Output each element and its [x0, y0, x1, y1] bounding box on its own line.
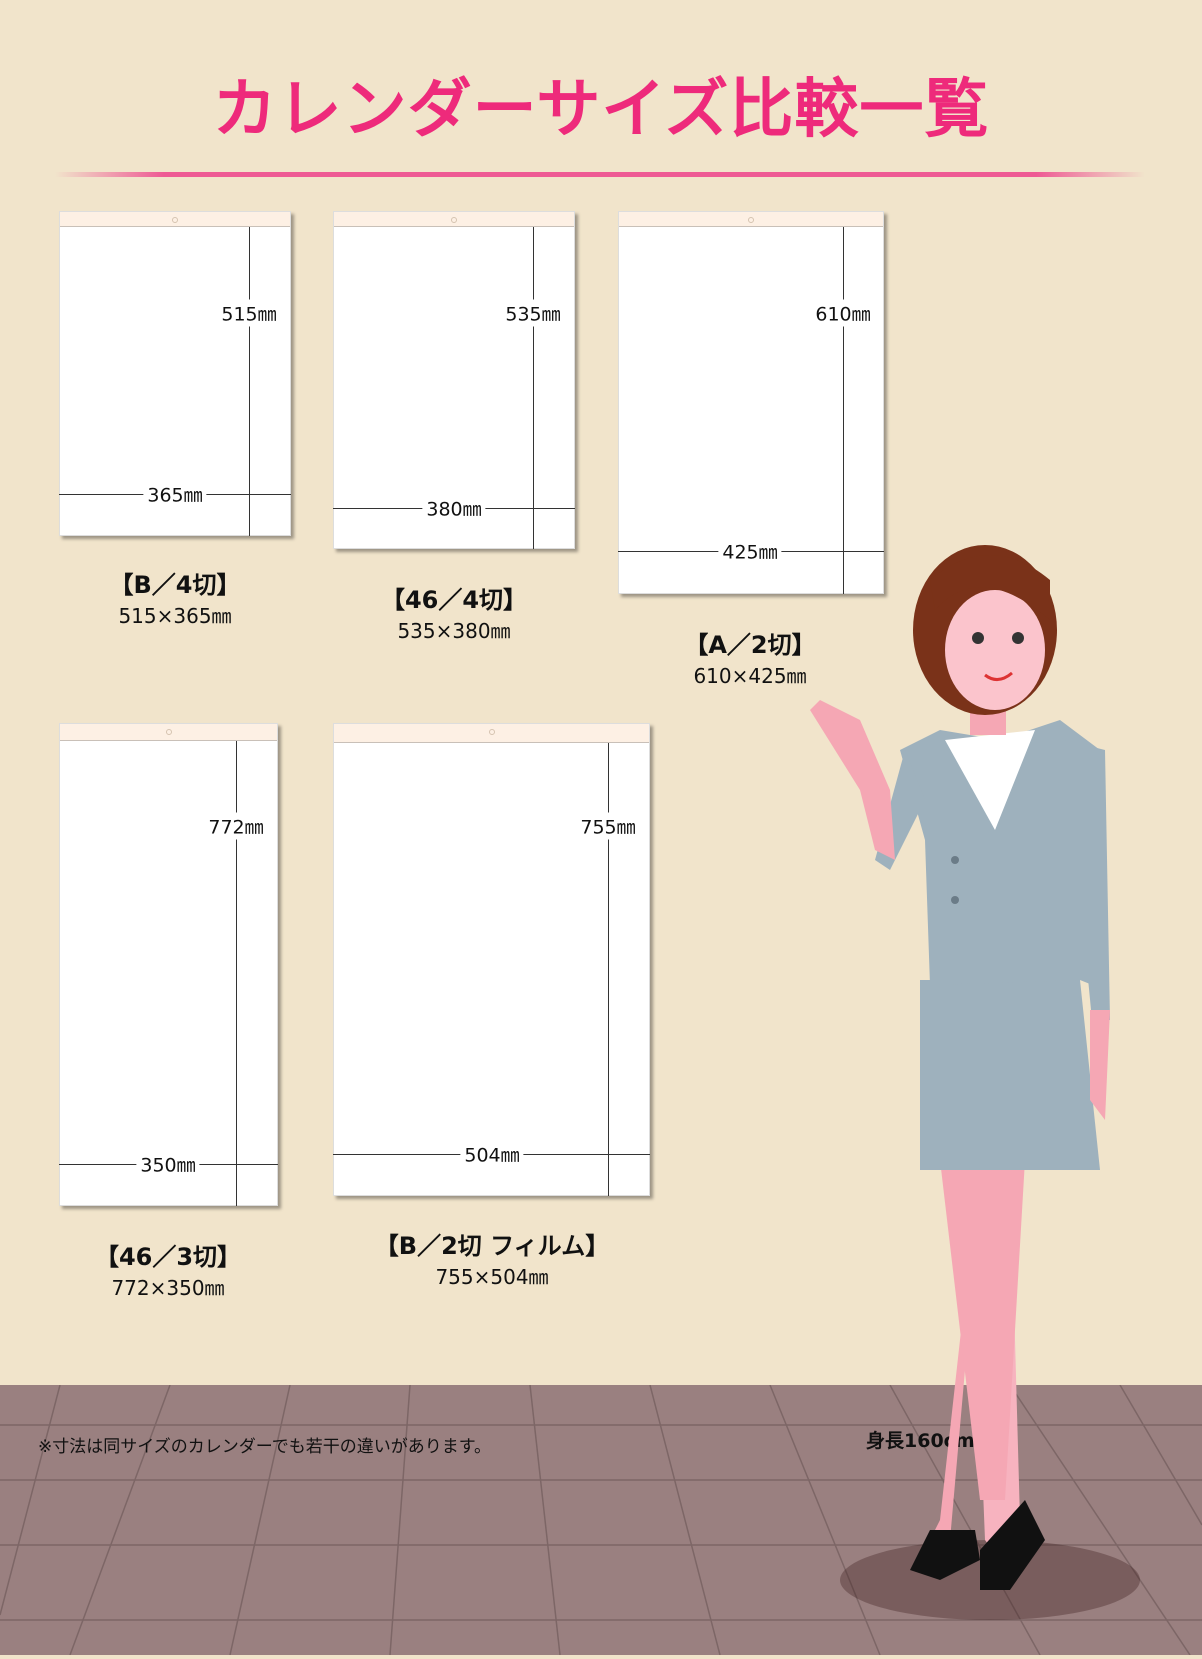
size-dimensions: 535×380㎜: [397, 619, 511, 643]
size-name: 【46／4切】: [380, 586, 528, 614]
caption: 【A／2切】 610×425㎜: [684, 625, 815, 689]
size-dimensions: 515×365㎜: [118, 604, 232, 628]
height-arrow: [249, 227, 250, 536]
footnote: ※寸法は同サイズのカレンダーでも若干の違いがあります。: [38, 1437, 492, 1457]
businesswoman-illustration: [810, 545, 1140, 1620]
hanging-hole-icon: [451, 217, 457, 223]
size-name: 【B／4切】: [109, 571, 241, 599]
width-label: 380㎜: [422, 494, 486, 522]
height-label: 610㎜: [811, 299, 875, 327]
caption: 【B／4切】 515×365㎜: [110, 565, 241, 629]
title-underline: [55, 172, 1145, 177]
width-label: 350㎜: [136, 1150, 200, 1178]
width-label: 425㎜: [718, 537, 782, 565]
hanging-hole-icon: [165, 729, 172, 735]
calendar-46-3: [59, 723, 278, 1206]
calendar-a2: [618, 211, 884, 594]
height-label: 772㎜: [204, 812, 268, 840]
person-height-label: 身長160cm: [866, 1430, 975, 1452]
size-name: 【46／3切】: [94, 1243, 242, 1271]
size-name: 【B／2切 フィルム】: [374, 1232, 610, 1260]
hanging-hole-icon: [488, 729, 495, 735]
height-label: 515㎜: [217, 299, 281, 327]
hanging-hole-icon: [748, 217, 754, 223]
size-dimensions: 610×425㎜: [693, 664, 807, 688]
page-title: カレンダーサイズ比較一覧: [212, 73, 990, 147]
height-label: 755㎜: [576, 812, 640, 840]
caption: 【46／4切】 535×380㎜: [381, 580, 527, 644]
height-arrow: [236, 741, 237, 1206]
height-arrow: [608, 743, 609, 1196]
width-label: 365㎜: [143, 480, 207, 508]
hanging-hole-icon: [172, 217, 178, 223]
size-dimensions: 772×350㎜: [111, 1276, 225, 1300]
calendar-46-4: [333, 211, 575, 549]
size-name: 【A／2切】: [684, 631, 816, 659]
height-arrow: [533, 227, 534, 549]
height-arrow: [843, 227, 844, 594]
caption: 【B／2切 フィルム】 755×504㎜: [375, 1226, 609, 1290]
calendar-b2-film: [333, 723, 650, 1196]
caption: 【46／3切】 772×350㎜: [95, 1237, 241, 1301]
height-label: 535㎜: [501, 299, 565, 327]
size-dimensions: 755×504㎜: [435, 1265, 549, 1289]
width-label: 504㎜: [460, 1140, 524, 1168]
